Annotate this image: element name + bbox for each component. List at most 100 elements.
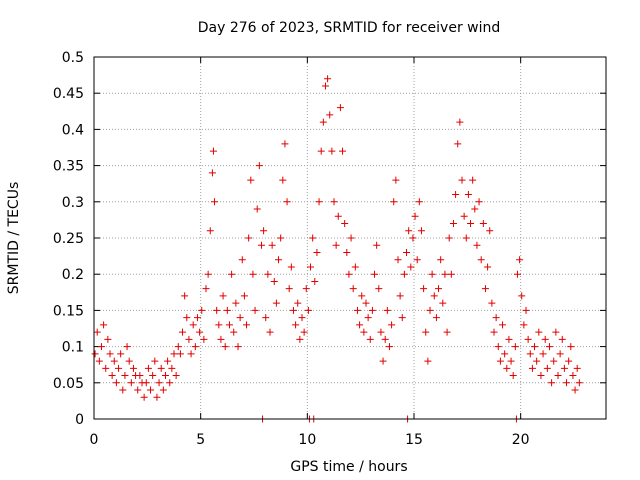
data-point — [569, 372, 577, 380]
data-point — [522, 306, 530, 314]
data-point — [93, 328, 101, 336]
data-point — [326, 111, 334, 119]
data-point — [336, 104, 344, 112]
data-point — [277, 234, 285, 242]
data-point — [339, 147, 347, 155]
data-point — [362, 299, 370, 307]
data-point — [185, 335, 193, 343]
data-point — [413, 256, 421, 264]
data-point — [499, 321, 507, 329]
data-point — [142, 379, 150, 387]
data-point — [490, 328, 498, 336]
data-point — [403, 248, 411, 256]
data-point — [467, 220, 475, 228]
data-point — [377, 328, 385, 336]
data-point — [469, 176, 477, 184]
data-point — [179, 328, 187, 336]
data-point — [117, 350, 125, 358]
data-point — [281, 140, 289, 148]
data-point — [430, 292, 438, 300]
data-point — [170, 350, 178, 358]
data-point — [136, 372, 144, 380]
y-tick-label: 0.15 — [53, 303, 84, 319]
data-point — [193, 314, 201, 322]
y-tick-label: 0.2 — [62, 267, 84, 283]
data-point — [174, 343, 182, 351]
data-point — [181, 292, 189, 300]
data-point — [537, 372, 545, 380]
data-point — [240, 292, 248, 300]
data-point — [149, 372, 157, 380]
data-point — [275, 256, 283, 264]
data-point — [501, 350, 509, 358]
data-point — [270, 277, 278, 285]
data-point — [447, 270, 455, 278]
data-point — [513, 270, 521, 278]
data-point — [100, 321, 108, 329]
data-point — [364, 314, 372, 322]
data-point — [415, 198, 423, 206]
data-point — [437, 256, 445, 264]
data-point — [371, 270, 379, 278]
data-point — [125, 357, 133, 365]
data-point — [247, 176, 255, 184]
data-point — [548, 379, 556, 387]
data-point — [206, 227, 214, 235]
y-tick-label: 0.3 — [62, 195, 84, 211]
data-point — [215, 321, 223, 329]
data-point — [385, 343, 393, 351]
data-point — [375, 285, 383, 293]
data-point — [488, 299, 496, 307]
data-point — [209, 147, 217, 155]
data-point — [356, 321, 364, 329]
data-point — [533, 357, 541, 365]
data-point — [134, 386, 142, 394]
x-tick-label: 20 — [512, 432, 530, 448]
data-point — [176, 350, 184, 358]
data-point — [283, 198, 291, 206]
data-point — [324, 75, 332, 83]
data-point — [435, 285, 443, 293]
data-point — [563, 379, 571, 387]
data-point — [575, 379, 583, 387]
data-point — [302, 285, 310, 293]
data-point — [473, 241, 481, 249]
data-point — [407, 263, 415, 271]
data-point — [208, 169, 216, 177]
data-point — [511, 343, 519, 351]
data-point — [296, 335, 304, 343]
y-tick-label: 0.35 — [53, 159, 84, 175]
data-point — [129, 364, 137, 372]
data-point — [458, 176, 466, 184]
data-point — [390, 198, 398, 206]
data-point — [232, 299, 240, 307]
data-point — [558, 335, 566, 343]
data-point — [392, 176, 400, 184]
data-point — [321, 82, 329, 90]
x-tick-label: 10 — [298, 432, 316, 448]
data-point — [528, 364, 536, 372]
y-tick-label: 0.45 — [53, 86, 84, 102]
data-point — [411, 212, 419, 220]
data-point — [445, 234, 453, 242]
data-point — [368, 306, 376, 314]
data-point — [189, 321, 197, 329]
data-point — [157, 364, 165, 372]
data-point — [475, 198, 483, 206]
data-point — [460, 212, 468, 220]
data-point — [255, 162, 263, 170]
data-point — [443, 328, 451, 336]
data-point — [543, 364, 551, 372]
data-point — [249, 270, 257, 278]
data-point — [439, 299, 447, 307]
x-axis-label: GPS time / hours — [290, 459, 407, 475]
data-point — [279, 176, 287, 184]
data-point — [115, 364, 123, 372]
data-point — [91, 350, 99, 358]
data-point — [545, 343, 553, 351]
data-point — [428, 270, 436, 278]
y-tick-label: 0.05 — [53, 376, 84, 392]
data-point — [524, 335, 532, 343]
data-point — [554, 372, 562, 380]
data-point — [95, 357, 103, 365]
